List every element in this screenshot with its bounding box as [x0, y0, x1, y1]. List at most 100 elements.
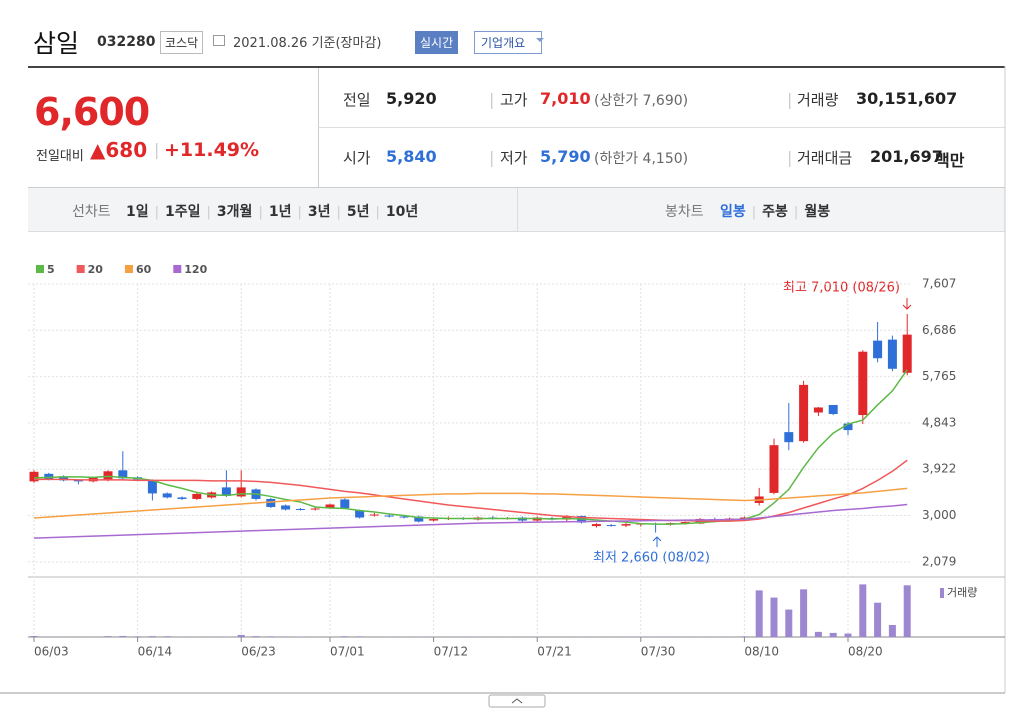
candle-body	[325, 504, 335, 508]
legend-swatch	[124, 265, 133, 273]
quote-unit: 백만	[935, 151, 965, 170]
y-tick-label: 3,000	[922, 508, 956, 522]
candle-body	[236, 487, 246, 497]
candle-body	[739, 517, 749, 519]
quote-label: 시가	[343, 149, 371, 167]
volume-bar	[267, 636, 275, 637]
quote-label: 거래대금	[797, 149, 853, 167]
change-value: 680	[105, 138, 148, 162]
candle-body	[44, 473, 54, 480]
chevron	[511, 698, 523, 704]
company-info-dropdown[interactable]: 기업개요	[474, 31, 543, 54]
candle-body	[799, 384, 809, 442]
period-tab[interactable]: 1주일	[165, 204, 201, 220]
moving-average	[33, 487, 908, 519]
volume-bar	[104, 636, 112, 637]
candle-body	[221, 487, 231, 496]
candle-body	[813, 407, 823, 413]
separator: |	[787, 90, 793, 109]
max-arrow	[902, 298, 912, 310]
separator: |	[787, 148, 793, 167]
period-tabs: 1일 | 1주일 | 3개월 | 1년 | 3년 | 5년 | 10년	[126, 201, 418, 221]
candle-body	[562, 516, 572, 520]
legend-label: 5	[47, 263, 55, 276]
moving-average	[33, 369, 908, 525]
quote-value: 201,697	[870, 147, 943, 166]
candle-body	[902, 334, 912, 373]
period-tab[interactable]: 5년	[346, 204, 370, 220]
volume-bar	[844, 633, 852, 637]
candle-body	[399, 516, 409, 518]
collapse-button[interactable]	[488, 694, 546, 708]
quote-label: 거래량	[797, 91, 839, 109]
candle-body	[828, 404, 838, 415]
volume-legend-label: 거래량	[947, 586, 977, 599]
volume-legend-swatch	[940, 588, 944, 598]
volume-bar	[341, 636, 349, 637]
candle-body	[606, 525, 616, 527]
legend-label: 20	[88, 263, 104, 276]
candle-body	[369, 514, 379, 516]
market-badge: 코스닥	[160, 31, 204, 54]
period-tab[interactable]: 1년	[268, 204, 292, 220]
candle-body	[414, 516, 424, 522]
candle-chart-label: 봉차트	[665, 204, 704, 220]
quote-extra: (하한가 4,150)	[594, 151, 689, 167]
candle-period-tab[interactable]: 주봉	[762, 204, 788, 220]
period-tab[interactable]: 3년	[307, 204, 331, 220]
tab-separator: |	[375, 205, 380, 220]
candle-period-tab[interactable]: 월봉	[804, 204, 831, 220]
legend-swatch	[173, 265, 182, 273]
candle-body	[355, 510, 365, 518]
y-tick-label: 2,079	[922, 554, 956, 568]
x-tick-label: 06/23	[241, 645, 276, 659]
x-tick-label: 07/30	[641, 645, 676, 659]
quote-label: 고가	[500, 91, 528, 109]
quote-box	[28, 66, 1005, 188]
tab-bar	[28, 188, 1005, 232]
candle-body	[192, 493, 202, 499]
volume-bar	[800, 589, 808, 637]
tab-separator: |	[297, 205, 302, 220]
tab-separator: |	[751, 205, 757, 220]
x-tick-label: 07/01	[330, 645, 365, 659]
legend-swatch	[36, 265, 44, 273]
volume-bar	[356, 636, 364, 637]
candle-body	[621, 524, 631, 526]
candle-period-tabs: 일봉 | 주봉 | 월봉	[720, 201, 830, 221]
y-tick-label: 4,843	[922, 415, 956, 429]
tab-separator: |	[336, 205, 341, 220]
volume-bar	[814, 631, 822, 637]
x-tick-label: 08/20	[848, 645, 883, 659]
volume-bar	[785, 609, 793, 637]
volume-bar	[252, 636, 260, 637]
quote-label: 전일	[343, 91, 371, 109]
separator: |	[489, 90, 495, 109]
moving-average	[33, 503, 908, 539]
volume-bar	[148, 636, 156, 637]
line-chart-label: 선차트	[72, 204, 111, 220]
stock-name: 삼일	[33, 29, 80, 58]
candle-body	[591, 524, 601, 527]
candle-period-tab[interactable]: 일봉	[720, 204, 746, 220]
price: 6,600	[34, 90, 150, 134]
divider	[318, 127, 1005, 128]
candle-body	[784, 432, 794, 443]
period-tab[interactable]: 10년	[385, 204, 419, 220]
tab-separator: |	[793, 205, 799, 220]
realtime-button[interactable]: 실시간	[415, 31, 459, 54]
candle-body	[843, 423, 853, 431]
period-tab[interactable]: 3개월	[216, 204, 253, 220]
volume-bar	[282, 636, 290, 637]
tab-separator: |	[258, 205, 263, 220]
y-tick-label: 3,922	[922, 462, 956, 476]
dropdown-caret	[536, 38, 544, 46]
period-tab[interactable]: 1일	[126, 204, 149, 220]
volume-bar	[740, 636, 748, 637]
candle-body	[887, 339, 897, 369]
quote-value: 7,010	[540, 89, 591, 108]
x-tick-label: 06/14	[138, 645, 173, 659]
volume-bar	[30, 635, 38, 637]
tab-separator: |	[154, 205, 160, 220]
